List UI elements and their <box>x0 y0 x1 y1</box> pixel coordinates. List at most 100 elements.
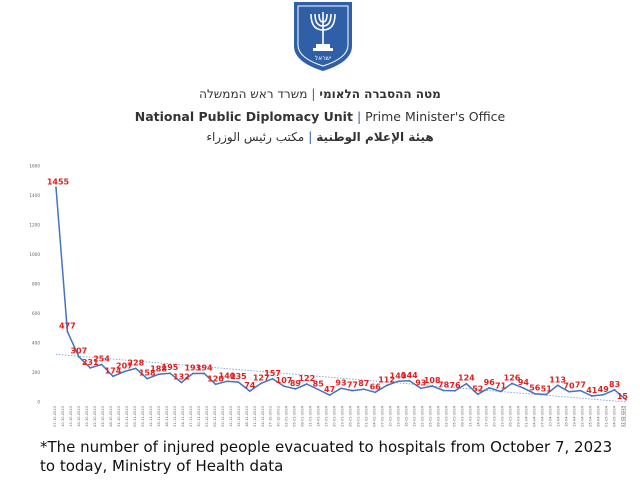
english-header: National Public Diplomacy Unit | Prime Min… <box>0 109 640 124</box>
y-tick-label: 0 <box>37 400 40 405</box>
data-point <box>511 382 513 385</box>
hebrew-unit-name: מטה ההסברה הלאומי <box>319 87 441 101</box>
x-tick-label: 08-01-2024 <box>301 405 305 427</box>
x-tick-label: 09-11-2023 <box>141 406 145 427</box>
data-point <box>613 388 616 391</box>
x-tick-label: 29-01-2024 <box>357 405 361 427</box>
data-point <box>351 389 354 392</box>
x-tick-label: 25-02-2024 <box>429 405 433 427</box>
x-tick-label: 16-10-2023 <box>77 406 81 427</box>
x-tick-label: 16-02-2024 <box>405 405 409 427</box>
data-label: 477 <box>59 322 76 331</box>
data-point <box>134 367 137 370</box>
data-label: 93 <box>335 378 346 387</box>
data-label: 77 <box>575 381 586 390</box>
data-label: 307 <box>70 347 87 356</box>
data-point <box>545 393 548 396</box>
data-label: 207 <box>116 361 133 370</box>
data-label: 56 <box>529 384 541 393</box>
data-label: 15 <box>617 392 629 401</box>
x-tick-label: 26-03-2024 <box>508 405 512 427</box>
data-label: 107 <box>276 376 293 385</box>
hebrew-office-name: משרד ראש הממשלה <box>199 87 308 101</box>
data-label: 76 <box>449 381 461 390</box>
x-tick-label: 14-03-2024 <box>477 405 481 427</box>
data-label: 112 <box>378 375 395 384</box>
data-label: 228 <box>127 358 144 367</box>
trendline <box>55 353 627 403</box>
injured-evacuations-chart: 0 200 400 600 800 1000 1200 1400 1600 07-10-2023 1… <box>29 164 629 427</box>
x-tick-label: 04-05-2024 <box>612 405 616 427</box>
data-label: 158 <box>139 369 156 378</box>
data-point <box>89 367 92 369</box>
data-point <box>465 382 468 385</box>
hebrew-header: מטה ההסברה הלאומי|משרד ראש הממשלה <box>0 87 640 101</box>
data-point <box>294 387 297 390</box>
data-label: 108 <box>424 376 441 385</box>
separator: | <box>308 130 313 144</box>
separator: | <box>311 87 316 101</box>
x-tick-label: 29-03-2024 <box>516 405 520 427</box>
x-tick-label: 08-03-2024 <box>461 405 465 427</box>
data-point <box>340 387 342 390</box>
y-tick-label: 1600 <box>29 164 40 169</box>
x-tick-label: 20-01-2024 <box>333 405 337 427</box>
data-point <box>260 382 263 385</box>
data-label: 49 <box>598 385 610 394</box>
data-label: 126 <box>504 373 521 382</box>
data-point <box>191 372 194 375</box>
data-point <box>271 377 274 380</box>
y-tick-label: 200 <box>32 370 40 375</box>
data-label: 85 <box>313 379 325 388</box>
x-tick-label: 19-10-2023 <box>85 406 89 427</box>
data-point <box>248 390 251 392</box>
english-office-name: Prime Minister's Office <box>365 109 506 124</box>
data-label: 193 <box>184 364 201 373</box>
x-tick-label: 03-11-2023 <box>125 406 129 427</box>
data-point <box>374 391 377 394</box>
x-tick-label: 24-11-2023 <box>181 406 185 427</box>
separator: | <box>356 109 362 124</box>
data-label: 52 <box>472 384 483 393</box>
x-tick-label: 03-12-2023 <box>205 406 209 427</box>
data-point <box>328 394 331 396</box>
x-tick-label: 07-04-2024 <box>540 405 544 427</box>
data-point <box>146 377 149 380</box>
data-label: 70 <box>563 382 575 391</box>
x-tick-label: 23-01-2024 <box>341 405 345 427</box>
x-tick-label: 01-02-2024 <box>365 405 369 427</box>
data-label: 140 <box>390 371 407 380</box>
data-label: 157 <box>264 369 281 378</box>
data-point <box>169 372 171 375</box>
data-point <box>431 385 434 387</box>
data-label: 47 <box>324 385 335 394</box>
data-label: 122 <box>298 374 315 383</box>
x-tick-label: 02-01-2024 <box>285 405 289 427</box>
data-point <box>533 392 536 395</box>
x-tick-label: 10-02-2024 <box>389 405 393 427</box>
data-label: 140 <box>219 371 236 380</box>
data-label: 66 <box>370 382 382 391</box>
x-tick-label: 19-04-2024 <box>572 405 576 427</box>
x-tick-label: 10-10-2023 <box>61 406 65 427</box>
chart-caption: *The number of injured people evacuated … <box>40 438 613 475</box>
data-label: 78 <box>438 380 450 389</box>
x-tick-label: 07-02-2024 <box>381 405 385 427</box>
x-tick-label: 13-04-2024 <box>556 405 560 427</box>
data-label: 89 <box>290 379 302 388</box>
x-tick-label: 27-11-2023 <box>189 406 193 427</box>
x-tick-label: 17-03-2024 <box>484 405 488 427</box>
data-point <box>602 393 605 396</box>
data-label: 195 <box>162 363 179 372</box>
x-tick-label: 14-01-2024 <box>317 405 321 427</box>
y-tick-label: 600 <box>32 311 40 316</box>
x-tick-label: 17-01-2024 <box>325 405 329 427</box>
data-label: 1455 <box>47 177 70 186</box>
x-tick-label: 15-12-2023 <box>237 406 241 427</box>
x-tick-label: 04-02-2024 <box>373 405 377 427</box>
data-point <box>180 381 183 384</box>
x-tick-label: 25-04-2024 <box>588 405 592 427</box>
x-tick-label: 28-10-2023 <box>109 406 113 427</box>
data-point <box>579 389 582 392</box>
x-tick-label: 12-12-2023 <box>229 406 233 427</box>
